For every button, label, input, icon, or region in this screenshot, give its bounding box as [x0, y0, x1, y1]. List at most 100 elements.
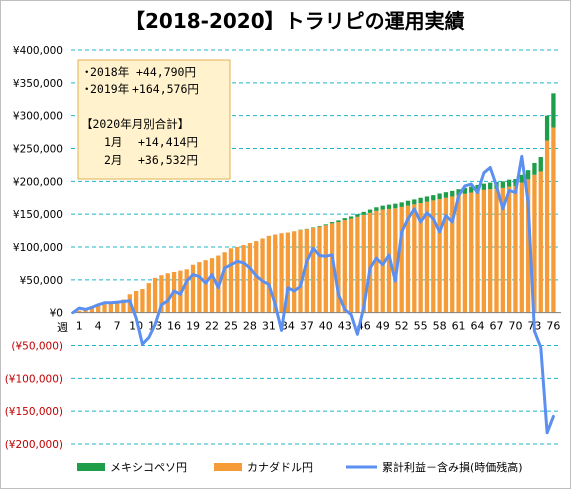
chart-title: 【2018-2020】トラリピの運用実績: [125, 9, 465, 33]
bar-peso: [456, 189, 461, 196]
bar-cad: [329, 223, 335, 313]
bar-cad: [399, 206, 404, 313]
bar-cad: [551, 127, 556, 313]
bar-peso: [311, 227, 316, 228]
x-tick-label: 16: [167, 320, 181, 333]
x-tick-label: 37: [300, 320, 314, 333]
bar-peso: [469, 186, 474, 193]
bar-peso: [532, 162, 537, 175]
annotation-value-feb: +36,532円: [138, 153, 198, 167]
x-tick-label: 1: [76, 320, 83, 333]
bar-cad: [355, 216, 360, 313]
bar-cad: [462, 193, 468, 313]
bar-cad: [89, 306, 95, 313]
bar-cad: [323, 225, 328, 313]
bar-cad: [115, 301, 120, 313]
bar-cad: [507, 186, 512, 313]
bar-peso: [412, 199, 417, 205]
bar-cad: [380, 209, 385, 313]
bar-cad: [494, 188, 499, 313]
bar-cad: [203, 260, 208, 313]
x-tick-label: 58: [433, 320, 447, 333]
bar-cad: [165, 273, 170, 313]
legend-swatch-peso: [77, 463, 105, 471]
bar-cad: [500, 187, 505, 313]
bar-peso: [507, 179, 512, 187]
bar-cad: [133, 290, 139, 313]
y-tick-label: ¥100,000: [13, 242, 63, 254]
x-tick-label: 25: [224, 320, 238, 333]
bar-cad: [273, 234, 278, 313]
bar-peso: [317, 225, 322, 227]
bar-cad: [544, 140, 550, 313]
bar-peso: [500, 181, 505, 188]
bar-cad: [424, 201, 430, 313]
annotation-value-2018: +44,790円: [136, 65, 196, 79]
bar-cad: [102, 304, 107, 313]
bar-cad: [519, 182, 524, 313]
bar-peso: [336, 220, 341, 223]
bar-cad: [209, 258, 215, 313]
y-tick-label: ¥200,000: [13, 176, 63, 188]
y-tick-label: ¥300,000: [13, 111, 63, 123]
bar-cad: [235, 247, 240, 313]
x-tick-label: 40: [319, 320, 333, 333]
x-tick-label: 22: [205, 320, 219, 333]
bar-cad: [437, 199, 442, 313]
annotation-box-bg: [77, 59, 231, 180]
bar-cad: [469, 192, 474, 313]
annotation-bullet: ・: [81, 82, 93, 96]
x-tick-label: 55: [414, 320, 428, 333]
bar-cad: [443, 197, 449, 313]
legend-label-line: 累計利益－含み損(時価残高): [382, 460, 523, 474]
bar-cad: [412, 204, 417, 313]
x-tick-label: 28: [243, 320, 257, 333]
bar-peso: [355, 214, 360, 217]
bar-cad: [108, 302, 113, 313]
bar-cad: [367, 212, 373, 313]
x-tick-label: 61: [452, 320, 466, 333]
bar-peso: [348, 216, 354, 219]
bar-cad: [96, 304, 101, 313]
x-axis-prefix-label: 週: [57, 321, 68, 334]
y-tick-label: (¥50,000): [11, 341, 63, 353]
x-tick-label: 43: [338, 320, 352, 333]
bar-peso: [462, 187, 468, 194]
bar-peso: [437, 193, 442, 200]
bar-peso: [386, 204, 392, 209]
bar-peso: [551, 93, 556, 128]
y-tick-label: ¥50,000: [20, 275, 63, 287]
y-tick-label: ¥0: [50, 308, 63, 320]
annotation-value-jan: +14,414円: [138, 135, 198, 149]
line-cumulative-profit: [71, 154, 555, 435]
legend-label-peso: メキシコペソ円: [110, 461, 187, 474]
legend-label-cad: カナダドル円: [247, 460, 313, 474]
y-tick-label: ¥350,000: [13, 78, 63, 90]
bar-peso: [374, 207, 379, 211]
x-tick-label: 64: [471, 320, 485, 333]
annotation-box: ・ 2018年 +44,790円 ・ 2019年 +164,576円 【2020…: [77, 59, 231, 180]
x-axis-ticks: 1 4 7 10 13 16 19 22 25 28 31 34 37 40 43 46 49 52 55 58 61 6…: [76, 320, 561, 333]
bar-cad: [285, 232, 291, 313]
bar-cad: [184, 269, 189, 313]
bar-cad: [488, 189, 493, 313]
bar-peso: [323, 224, 328, 226]
annotation-year-2018: 2018年: [90, 65, 129, 79]
annotation-value-2019: +164,576円: [132, 82, 199, 96]
x-tick-label: 19: [186, 320, 200, 333]
y-tick-label: ¥400,000: [13, 45, 63, 57]
bar-peso: [544, 115, 550, 141]
bar-cad: [361, 214, 366, 313]
bar-peso: [488, 182, 493, 190]
bar-peso: [329, 222, 335, 224]
legend: メキシコペソ円 カナダドル円 累計利益－含み損(時価残高): [77, 460, 523, 474]
bar-cad: [77, 310, 82, 313]
bar-cad: [197, 262, 202, 313]
y-tick-label: (¥100,000): [5, 373, 63, 385]
bar-cad: [418, 203, 423, 313]
bar-cad: [222, 252, 227, 313]
x-tick-label: 76: [546, 320, 560, 333]
line-series: [71, 154, 555, 435]
annotation-month-feb: 2月: [104, 153, 122, 167]
